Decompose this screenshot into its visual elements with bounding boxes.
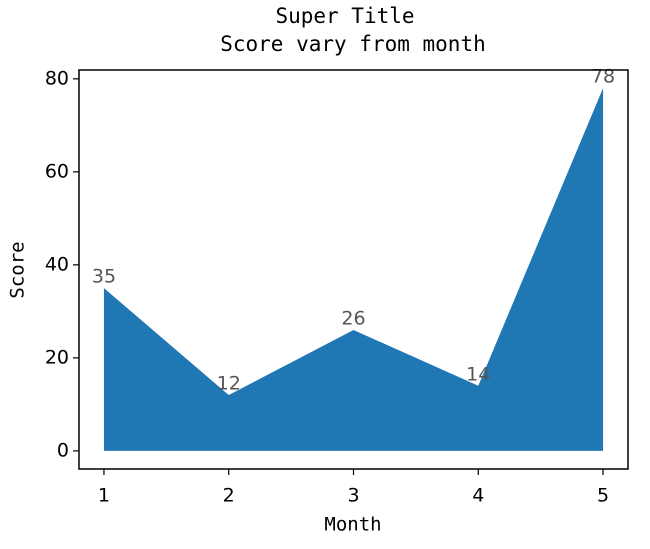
y-tick-label: 60: [45, 160, 69, 182]
data-label: 14: [466, 363, 490, 385]
chart-subtitle: Score vary from month: [220, 32, 486, 56]
x-tick-label: 1: [98, 485, 110, 507]
data-label: 26: [341, 307, 365, 329]
x-tick-label: 5: [597, 485, 609, 507]
y-axis-label: Score: [7, 241, 29, 298]
x-axis-label: Month: [324, 514, 381, 536]
x-tick-label: 3: [347, 485, 359, 507]
x-tick-label: 4: [472, 485, 484, 507]
x-tick-label: 2: [223, 485, 235, 507]
chart-title: Super Title: [275, 4, 414, 28]
data-label: 78: [591, 66, 615, 88]
area: [103, 88, 604, 451]
y-tick-label: 40: [45, 253, 69, 275]
y-tick-label: 20: [45, 346, 69, 368]
y-tick-label: 0: [57, 439, 69, 461]
data-label: 35: [92, 266, 116, 288]
data-label: 12: [217, 373, 241, 395]
y-tick-label: 80: [45, 67, 69, 89]
